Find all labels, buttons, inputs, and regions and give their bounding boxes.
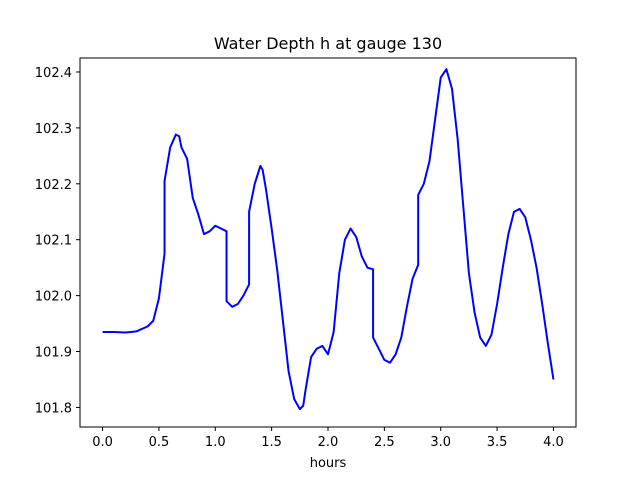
x-tick-label: 0.0 — [92, 435, 113, 450]
y-tick-label: 102.0 — [35, 290, 72, 305]
y-tick-label: 102.3 — [35, 122, 72, 137]
y-axis-ticks: 101.8 101.9 102.0 102.1 102.2 102.3 102.4 — [35, 66, 80, 416]
x-axis-label: hours — [310, 456, 347, 471]
x-tick-label: 1.5 — [261, 435, 282, 450]
plot-area — [79, 57, 577, 428]
y-tick-label: 102.4 — [35, 66, 72, 81]
x-axis-ticks: 0.0 0.5 1.0 1.5 2.0 2.5 3.0 3.5 4.0 — [92, 427, 564, 450]
x-tick-label: 1.0 — [205, 435, 226, 450]
x-tick-label: 2.5 — [374, 435, 395, 450]
y-tick-label: 102.1 — [35, 234, 72, 249]
x-tick-label: 3.5 — [487, 435, 508, 450]
x-tick-label: 2.0 — [318, 435, 339, 450]
series-line-0 — [102, 68, 555, 411]
y-tick-label: 101.8 — [35, 401, 72, 416]
x-tick-label: 0.5 — [149, 435, 170, 450]
x-tick-label: 3.0 — [430, 435, 451, 450]
y-tick-label: 102.2 — [35, 178, 72, 193]
x-tick-label: 4.0 — [543, 435, 564, 450]
y-tick-label: 101.9 — [35, 346, 72, 361]
plot-frame — [79, 57, 577, 428]
chart-title: Water Depth h at gauge 130 — [214, 34, 442, 53]
